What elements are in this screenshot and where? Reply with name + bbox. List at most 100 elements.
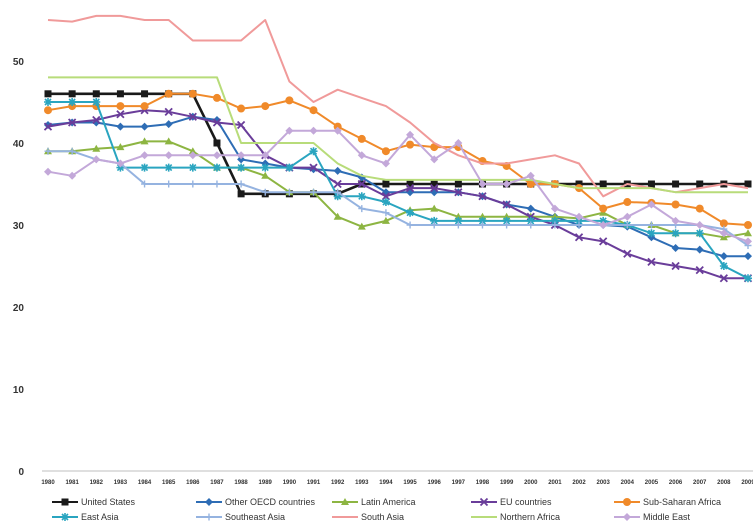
data-point [623, 212, 632, 221]
data-point [237, 163, 246, 172]
series-south-asia [47, 14, 749, 198]
data-point [744, 229, 752, 237]
data-point [599, 216, 608, 225]
data-point [647, 180, 655, 188]
data-point [744, 180, 752, 188]
data-point [502, 200, 511, 209]
x-tick-label: 2009 [741, 480, 753, 486]
data-point [188, 147, 197, 155]
data-point [672, 180, 680, 188]
data-point [478, 216, 487, 225]
data-point [213, 139, 221, 147]
data-point [526, 204, 535, 213]
data-point [719, 252, 728, 261]
data-point [188, 89, 197, 98]
data-point [237, 151, 246, 160]
data-point [454, 139, 463, 147]
data-point [575, 180, 583, 188]
data-point [479, 497, 489, 507]
data-point [285, 126, 294, 135]
data-point [381, 147, 390, 156]
data-point [68, 90, 76, 98]
legend-label: Latin America [361, 497, 416, 507]
data-point [164, 163, 173, 172]
data-point [550, 216, 559, 225]
data-point [430, 204, 439, 212]
data-point [68, 118, 77, 127]
data-point [165, 180, 173, 188]
x-tick-label: 1993 [355, 480, 369, 486]
x-tick-label: 1991 [307, 480, 321, 486]
series-line [47, 129, 749, 243]
data-point [310, 188, 318, 196]
x-tick-label: 1990 [283, 480, 297, 486]
legend-item: Middle East [614, 512, 691, 522]
data-point [333, 166, 342, 175]
x-tick-label: 1985 [162, 480, 176, 486]
data-point [341, 498, 349, 505]
data-point [430, 216, 439, 225]
data-point [212, 118, 222, 127]
series-line [48, 101, 749, 280]
x-tick-label: 2007 [693, 480, 707, 486]
y-tick-label: 50 [13, 57, 25, 68]
legend-label: United States [81, 497, 136, 507]
data-point [695, 204, 704, 213]
data-point [478, 180, 487, 188]
data-point [381, 159, 390, 168]
data-point [237, 104, 246, 113]
data-point [44, 167, 52, 176]
data-point [334, 188, 342, 196]
series-lines [43, 14, 753, 283]
y-tick-label: 0 [18, 467, 24, 478]
data-point [358, 205, 366, 213]
data-point [599, 237, 608, 246]
data-point [164, 120, 173, 129]
data-point [61, 513, 69, 521]
legend-label: Southeast Asia [225, 512, 285, 522]
data-point [189, 180, 197, 188]
data-point [261, 171, 270, 179]
data-point [430, 183, 439, 193]
data-point [188, 163, 197, 172]
data-point [237, 155, 246, 164]
legend-item: Northern Africa [471, 512, 560, 522]
data-point [599, 180, 607, 188]
data-point [744, 252, 752, 261]
data-point [116, 90, 124, 98]
data-point [744, 274, 752, 283]
data-point [671, 216, 680, 225]
data-point [526, 216, 535, 225]
data-point [140, 151, 149, 160]
x-tick-label: 2001 [548, 480, 562, 486]
data-point [406, 208, 415, 217]
data-point [430, 221, 438, 229]
x-tick-label: 1984 [138, 480, 152, 486]
legend-label: EU countries [500, 497, 552, 507]
data-point [61, 498, 69, 506]
data-point [478, 221, 486, 229]
data-point [236, 120, 246, 130]
data-point [575, 216, 584, 225]
data-point [671, 261, 680, 271]
data-point [647, 200, 656, 209]
y-tick-label: 30 [13, 221, 25, 232]
data-point [695, 221, 704, 229]
data-point [261, 163, 270, 172]
legend-item: East Asia [52, 512, 119, 522]
data-point [285, 96, 294, 105]
x-tick-label: 1998 [476, 480, 490, 486]
data-point [502, 180, 511, 188]
x-tick-label: 1987 [210, 480, 224, 486]
series-line [47, 109, 748, 280]
data-point [92, 144, 101, 152]
x-tick-label: 1992 [331, 480, 345, 486]
data-point [695, 245, 704, 254]
x-tick-label: 2004 [621, 480, 635, 486]
x-tick-label: 1988 [234, 480, 248, 486]
legend-label: East Asia [81, 512, 119, 522]
legend-item: Other OECD countries [196, 497, 316, 507]
data-point [406, 130, 415, 139]
data-point [140, 137, 149, 145]
